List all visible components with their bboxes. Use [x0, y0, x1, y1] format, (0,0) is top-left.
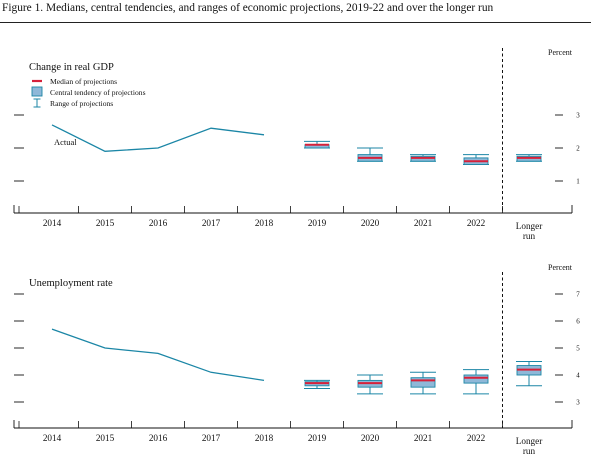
unemployment-x-tick-label: 2015	[96, 433, 115, 443]
gdp-x-tick-label: 2021	[414, 218, 433, 228]
gdp-history-line	[51, 124, 265, 152]
chart-legend: Median of projections Central tendency o…	[31, 77, 146, 108]
unemployment-x-tick-label: Longer run	[516, 436, 543, 456]
unemployment-y-tick-label: 4	[576, 372, 580, 380]
unemployment-x-tick-label: 2019	[308, 433, 327, 443]
unemployment-history-line	[51, 328, 265, 382]
title-rule	[0, 22, 591, 23]
unemployment-panel-title: Unemployment rate	[29, 278, 113, 289]
unemployment-panel: Unemployment rate Percent 2014 2015 2016 20…	[13, 263, 580, 456]
legend-range-swatch	[33, 98, 41, 108]
unemployment-x-tick-label: 2016	[149, 433, 168, 443]
gdp-x-tick-label: 2016	[149, 218, 168, 228]
legend-central-label: Central tendency of projections	[50, 88, 146, 97]
gdp-y-tick-label: 3	[576, 112, 580, 120]
figure-title: Figure 1. Medians, central tendencies, a…	[2, 2, 494, 14]
unemployment-central-box	[410, 377, 436, 388]
unemployment-central-box	[463, 374, 489, 384]
gdp-y-tick-label: 2	[576, 145, 580, 153]
gdp-panel-title: Change in real GDP	[29, 62, 114, 73]
gdp-x-tick-label: 2018	[255, 218, 274, 228]
gdp-x-tick-label: 2022	[467, 218, 486, 228]
unemployment-x-tick-label: 2021	[414, 433, 433, 443]
gdp-x-tick-label: 2014	[43, 218, 62, 228]
gdp-x-tick-label: 2017	[202, 218, 221, 228]
unemployment-y-tick-label: 3	[576, 399, 580, 407]
gdp-x-tick-label: 2019	[308, 218, 327, 228]
gdp-unit-label: Percent	[548, 48, 573, 57]
unemployment-x-tick-label: 2018	[255, 433, 274, 443]
gdp-x-tick-label: 2020	[361, 218, 380, 228]
unemployment-x-tick-label: 2017	[202, 433, 221, 443]
legend-central-swatch	[31, 86, 43, 97]
gdp-history-annotation: Actual	[54, 137, 77, 147]
unemployment-x-tick-label: 2014	[43, 433, 62, 443]
gdp-panel: Change in real GDP Percent Median of pro…	[13, 48, 580, 241]
unemployment-y-tick-label: 5	[576, 345, 580, 353]
unemployment-y-tick-label: 7	[576, 291, 580, 299]
gdp-x-tick-label: 2015	[96, 218, 115, 228]
unemployment-y-tick-label: 6	[576, 318, 580, 326]
legend-range-label: Range of projections	[50, 99, 113, 108]
unemployment-x-tick-label: 2020	[361, 433, 380, 443]
gdp-y-tick-label: 1	[576, 178, 580, 186]
unemployment-x-tick-label: 2022	[467, 433, 486, 443]
gdp-x-tick-label: Longer run	[516, 221, 543, 241]
unemployment-unit-label: Percent	[548, 263, 573, 272]
legend-median-label: Median of projections	[50, 77, 117, 86]
